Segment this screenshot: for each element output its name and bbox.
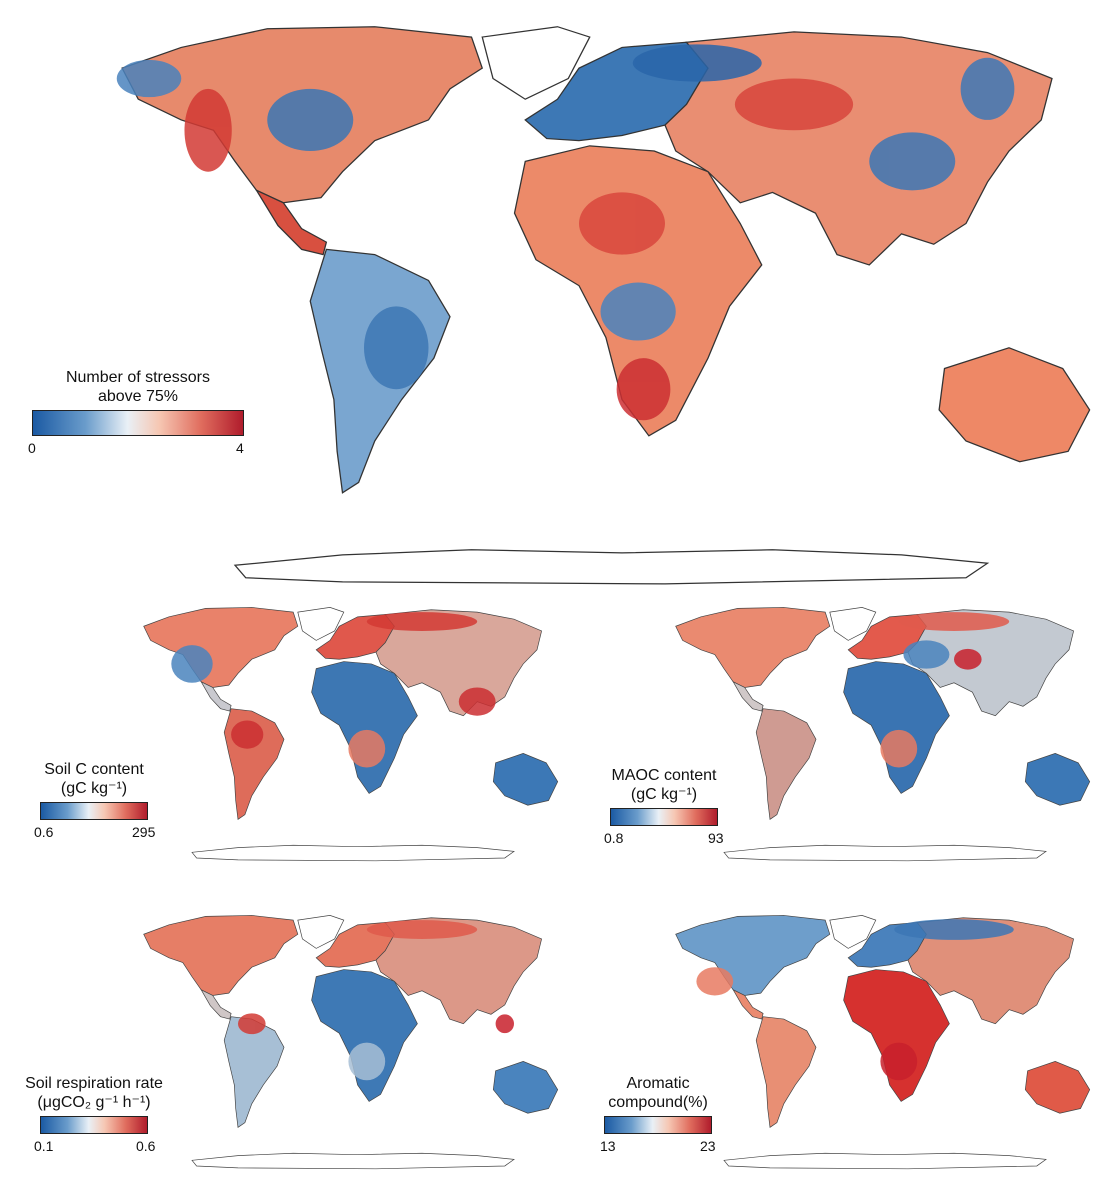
legend-title: Number of stressors above 75% — [65, 369, 211, 405]
legend-soil-c: Soil C content (gC kg⁻¹) 0.6 295 — [34, 760, 155, 850]
continent-antarctica — [234, 549, 989, 585]
map-panel-respiration: Soil respiration rate (μgCO₂ g⁻¹ h⁻¹) 0.… — [25, 906, 560, 1198]
legend-stressors: Number of stressors above 75% 0 4 — [28, 368, 244, 458]
map-panel-maoc: MAOC content (gC kg⁻¹) 0.8 93 — [604, 598, 1092, 890]
world-map-respiration — [143, 915, 559, 1170]
continent-north-america — [143, 915, 299, 996]
legend-max-label: 93 — [708, 830, 724, 846]
continent-north-america — [143, 607, 299, 688]
continent-africa — [311, 969, 418, 1102]
continent-australia — [492, 1061, 559, 1114]
map-color-accents — [696, 919, 1014, 1081]
legend-respiration: Soil respiration rate (μgCO₂ g⁻¹ h⁻¹) 0.… — [25, 1074, 163, 1164]
legend-min-label: 0.6 — [34, 824, 54, 840]
map-color-accents — [116, 44, 1015, 421]
continent-australia — [1024, 753, 1091, 806]
color-bar — [32, 410, 244, 436]
legend-max-label: 4 — [236, 440, 244, 456]
continent-antarctica — [191, 844, 515, 862]
continent-antarctica — [723, 844, 1047, 862]
map-color-accents — [238, 920, 514, 1081]
legend-max-label: 23 — [700, 1138, 716, 1154]
continent-north-america — [675, 607, 831, 688]
continent-africa — [843, 661, 950, 794]
continent-africa — [311, 661, 418, 794]
map-panel-stressors: Number of stressors above 75% 0 4 — [20, 6, 1095, 586]
legend-title: Soil C content (gC kg⁻¹) — [44, 761, 144, 797]
world-map-aromatic — [675, 915, 1091, 1170]
legend-title: Soil respiration rate (μgCO₂ g⁻¹ h⁻¹) — [25, 1075, 163, 1111]
color-bar — [604, 1116, 712, 1134]
legend-min-label: 13 — [600, 1138, 616, 1154]
continent-south-america — [755, 708, 817, 820]
world-map-maoc — [675, 607, 1091, 862]
map-panel-aromatic: Aromatic compound(%) 13 23 — [600, 906, 1092, 1198]
world-map-stressors — [116, 26, 1091, 585]
legend-max-label: 0.6 — [136, 1138, 156, 1154]
legend-aromatic: Aromatic compound(%) 13 23 — [600, 1074, 716, 1164]
map-panel-soil-c: Soil C content (gC kg⁻¹) 0.6 295 — [34, 598, 560, 890]
world-map-soil-c — [143, 607, 559, 862]
legend-maoc: MAOC content (gC kg⁻¹) 0.8 93 — [604, 766, 724, 856]
color-bar — [40, 802, 148, 820]
legend-title: Aromatic compound(%) — [608, 1075, 708, 1111]
map-color-accents — [171, 612, 496, 768]
map-color-accents — [880, 612, 1010, 768]
legend-min-label: 0.1 — [34, 1138, 54, 1154]
continent-australia — [1024, 1061, 1091, 1114]
legend-max-label: 295 — [132, 824, 156, 840]
continent-africa — [843, 969, 950, 1102]
continent-south-america — [755, 1016, 817, 1128]
continent-antarctica — [191, 1152, 515, 1170]
legend-min-label: 0 — [28, 440, 36, 456]
continent-australia — [938, 347, 1091, 463]
color-bar — [40, 1116, 148, 1134]
legend-title: MAOC content (gC kg⁻¹) — [611, 767, 717, 803]
color-bar — [610, 808, 718, 826]
continent-australia — [492, 753, 559, 806]
continent-antarctica — [723, 1152, 1047, 1170]
legend-min-label: 0.8 — [604, 830, 624, 846]
